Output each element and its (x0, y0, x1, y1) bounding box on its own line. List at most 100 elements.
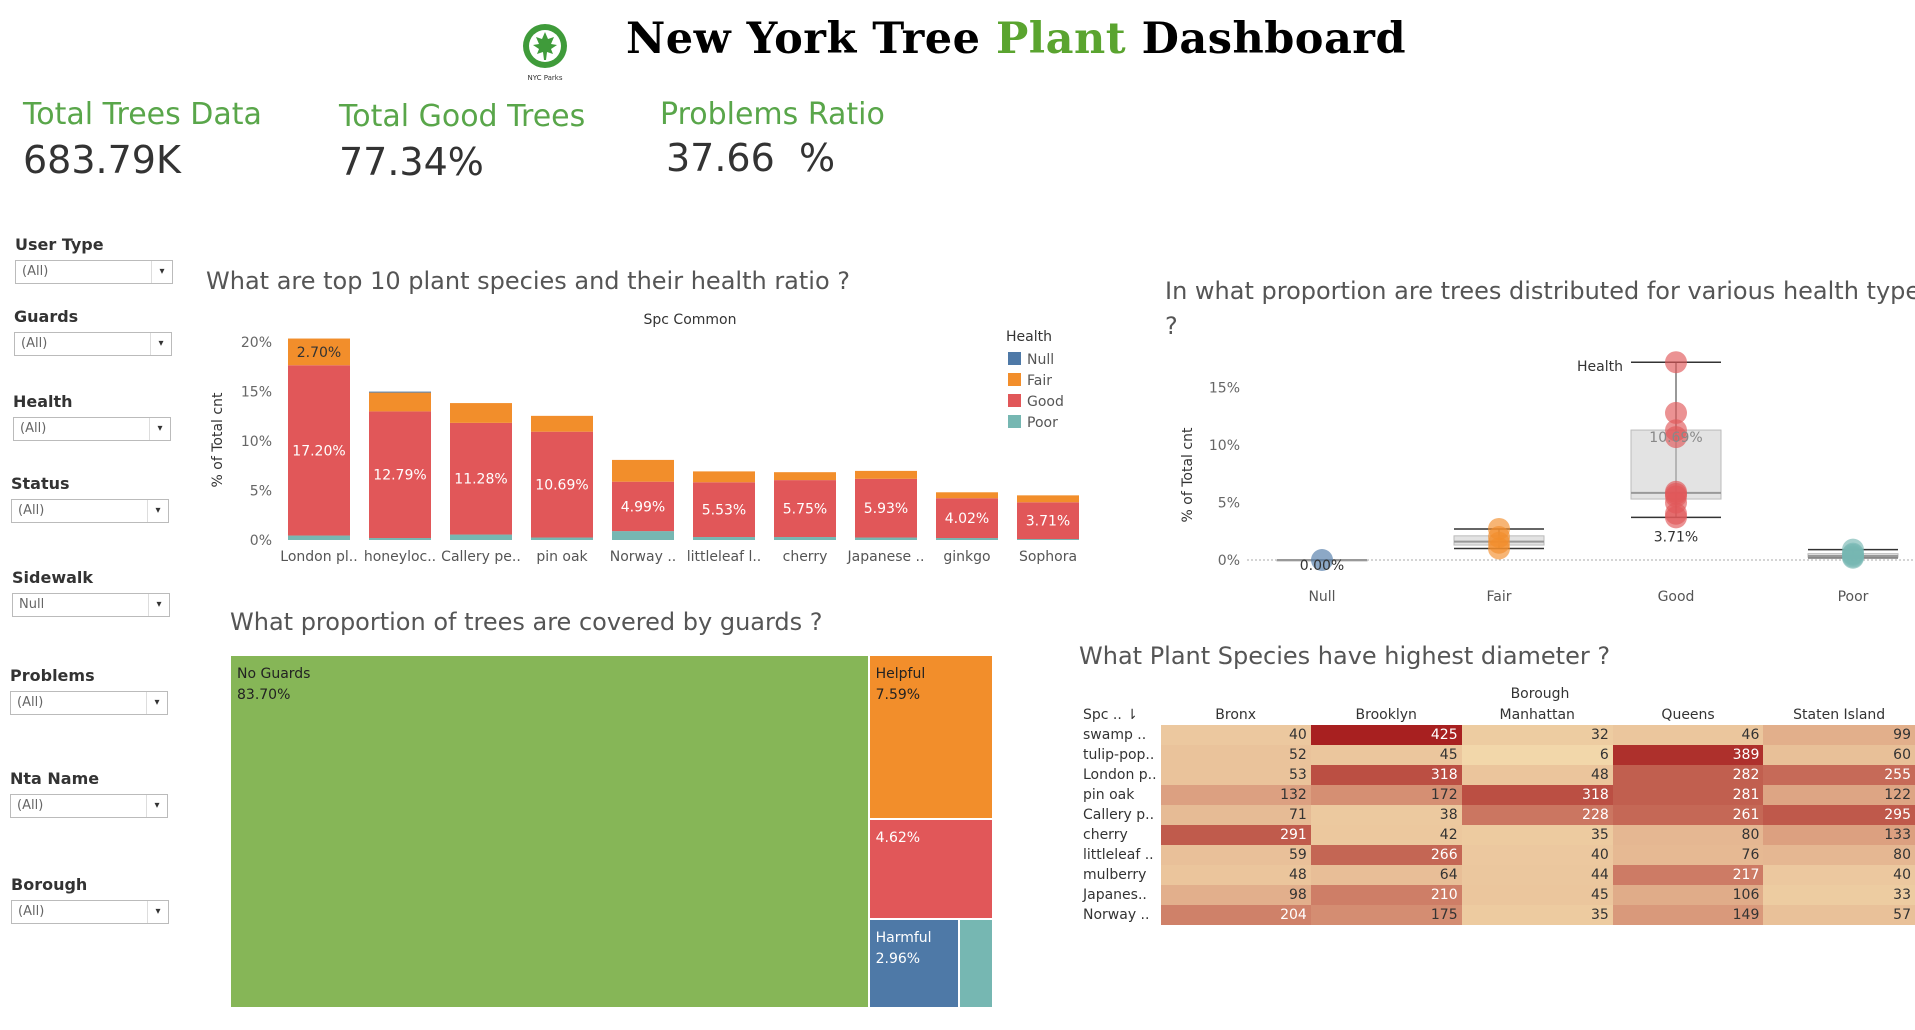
bar-segment-poor (450, 534, 512, 540)
heatmap-cell[interactable]: 175 (1310, 905, 1462, 925)
heatmap-cell[interactable]: 35 (1461, 825, 1613, 845)
heatmap-cell[interactable]: 44 (1461, 865, 1613, 885)
problems-dropdown[interactable]: (All) ▾ (10, 691, 168, 715)
x-tick-label: cherry (783, 549, 828, 565)
filter-label: Guards (14, 307, 79, 326)
heatmap-row-header[interactable]: Spc .. ⇂ (1083, 707, 1139, 723)
heatmap-cell[interactable]: 217 (1612, 865, 1764, 885)
heatmap-cell[interactable]: 60 (1763, 745, 1915, 765)
heatmap-cell[interactable]: 295 (1763, 805, 1915, 825)
x-tick-label: Norway .. (610, 549, 676, 565)
heatmap-cell[interactable]: 149 (1612, 905, 1764, 925)
heatmap-cell[interactable]: 291 (1160, 825, 1311, 845)
heatmap-cell[interactable]: 40 (1160, 725, 1311, 745)
sidewalk-dropdown[interactable]: Null ▾ (12, 593, 170, 617)
heatmap-cell[interactable]: 210 (1310, 885, 1462, 905)
heatmap-cell[interactable]: 38 (1310, 805, 1462, 825)
y-tick-label: 20% (241, 335, 272, 351)
heatmap-cell[interactable]: 172 (1310, 785, 1462, 805)
user-type-dropdown[interactable]: (All) ▾ (15, 260, 173, 284)
bar-segment-poor (855, 537, 917, 540)
heatmap-cell[interactable]: 76 (1612, 845, 1764, 865)
chevron-down-icon[interactable]: ▾ (147, 901, 168, 923)
heatmap-cell[interactable]: 80 (1763, 845, 1915, 865)
heatmap-cell[interactable]: 318 (1461, 785, 1613, 805)
heatmap-cell[interactable]: 48 (1160, 865, 1311, 885)
treemap-cell[interactable]: Helpful 7.59% (868, 655, 993, 820)
y-tick-label: 5% (1218, 496, 1240, 512)
heatmap-cell[interactable]: 40 (1763, 865, 1915, 885)
table-row: Japanes.. 98 210 45 106 33 (1079, 885, 1915, 905)
treemap-cell[interactable] (958, 919, 993, 1008)
heatmap-cell[interactable]: 266 (1310, 845, 1462, 865)
heatmap-cell[interactable]: 132 (1160, 785, 1311, 805)
heatmap-cell[interactable]: 32 (1461, 725, 1613, 745)
heatmap-cell[interactable]: 48 (1461, 765, 1613, 785)
heatmap-row-label: cherry (1083, 827, 1128, 843)
heatmap-cell[interactable]: 57 (1763, 905, 1915, 925)
chevron-down-icon[interactable]: ▾ (146, 795, 167, 817)
x-tick-label: Null (1308, 589, 1335, 605)
dropdown-value: Null (19, 597, 45, 612)
heatmap-cell[interactable]: 204 (1160, 905, 1311, 925)
heatmap-cell[interactable]: 98 (1160, 885, 1311, 905)
heatmap-cell[interactable]: 80 (1612, 825, 1764, 845)
heatmap-column-header: Staten Island (1793, 707, 1886, 723)
health-dropdown[interactable]: (All) ▾ (13, 417, 171, 441)
nta-name-dropdown[interactable]: (All) ▾ (10, 794, 168, 818)
heatmap-cell[interactable]: 425 (1310, 725, 1462, 745)
nyc-parks-logo: NYC Parks (516, 18, 574, 84)
heatmap-cell[interactable]: 255 (1763, 765, 1915, 785)
guards-dropdown[interactable]: (All) ▾ (14, 332, 172, 356)
heatmap-cell[interactable]: 46 (1612, 725, 1764, 745)
heatmap-cell[interactable]: 53 (1160, 765, 1311, 785)
annotation: 10.69% (1649, 430, 1702, 446)
chevron-down-icon[interactable]: ▾ (147, 500, 168, 522)
heatmap-cell[interactable]: 52 (1160, 745, 1311, 765)
heatmap-cell[interactable]: 45 (1461, 885, 1613, 905)
heatmap-row-label: Callery p.. (1083, 807, 1155, 823)
kpi-label: Total Trees Data (23, 97, 262, 132)
chevron-down-icon[interactable]: ▾ (149, 418, 170, 440)
heatmap-cell[interactable]: 33 (1763, 885, 1915, 905)
bar-segment-poor (369, 538, 431, 540)
data-label: 5.93% (864, 501, 908, 517)
heatmap-cell[interactable]: 281 (1612, 785, 1764, 805)
heatmap-cell[interactable]: 42 (1310, 825, 1462, 845)
chevron-down-icon[interactable]: ▾ (150, 333, 171, 355)
heatmap-cell[interactable]: 59 (1160, 845, 1311, 865)
health-distribution-title-cont: ? (1165, 312, 1178, 340)
chevron-down-icon[interactable]: ▾ (148, 594, 169, 616)
treemap-cell[interactable]: 4.62% (868, 819, 993, 920)
heatmap-cell[interactable]: 99 (1763, 725, 1915, 745)
heatmap-cell[interactable]: 64 (1310, 865, 1462, 885)
table-row: cherry 291 42 35 80 133 (1079, 825, 1915, 845)
heatmap-cell[interactable]: 106 (1612, 885, 1764, 905)
y-tick-label: 10% (1209, 438, 1240, 454)
chevron-down-icon[interactable]: ▾ (151, 261, 172, 283)
heatmap-cell[interactable]: 35 (1461, 905, 1613, 925)
diameter-heatmap: Borough Spc .. ⇂ Bronx Brooklyn Manhattan Qu… (1079, 686, 1915, 936)
heatmap-cell[interactable]: 6 (1461, 745, 1613, 765)
heatmap-cell[interactable]: 228 (1461, 805, 1613, 825)
filter-label: User Type (15, 235, 104, 254)
heatmap-cell[interactable]: 318 (1310, 765, 1462, 785)
status-dropdown[interactable]: (All) ▾ (11, 499, 169, 523)
heatmap-cell[interactable]: 389 (1612, 745, 1764, 765)
heatmap-cell[interactable]: 282 (1612, 765, 1764, 785)
heatmap-cell[interactable]: 40 (1461, 845, 1613, 865)
borough-dropdown[interactable]: (All) ▾ (11, 900, 169, 924)
heatmap-header-row: Spc .. ⇂ Bronx Brooklyn Manhattan Queens Stat… (1079, 705, 1915, 725)
heatmap-cell[interactable]: 133 (1763, 825, 1915, 845)
bar-segment-good (531, 431, 593, 538)
y-tick-label: 10% (241, 434, 272, 450)
heatmap-cell[interactable]: 45 (1310, 745, 1462, 765)
kpi-value: 37.66 % (666, 136, 836, 180)
treemap-cell[interactable]: No Guards 83.70% (230, 655, 869, 1008)
treemap-cell-value: 7.59% (875, 687, 921, 703)
heatmap-cell[interactable]: 122 (1763, 785, 1915, 805)
chevron-down-icon[interactable]: ▾ (146, 692, 167, 714)
heatmap-cell[interactable]: 71 (1160, 805, 1311, 825)
treemap-cell[interactable]: Harmful 2.96% (868, 919, 959, 1008)
heatmap-cell[interactable]: 261 (1612, 805, 1764, 825)
